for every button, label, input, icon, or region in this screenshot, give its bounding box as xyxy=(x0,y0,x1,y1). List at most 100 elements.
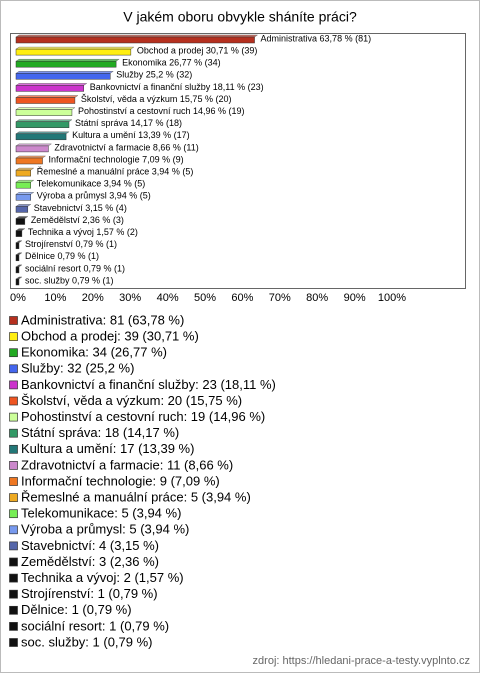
legend-swatch xyxy=(9,380,18,390)
legend-swatch xyxy=(9,525,18,535)
legend-swatch xyxy=(9,428,18,438)
bar-label: Informační technologie 7,09 % (9) xyxy=(49,154,184,164)
bar-label: soc. služby 0,79 % (1) xyxy=(25,275,114,285)
bar-label: sociální resort 0,79 % (1) xyxy=(25,263,125,273)
source: zdroj: https://hledani-prace-a-testy.vyp… xyxy=(253,655,470,667)
bar xyxy=(15,169,31,177)
legend-swatch xyxy=(9,622,18,631)
legend-label: sociální resort: 1 (0,79 %) xyxy=(21,618,169,633)
bar xyxy=(15,242,20,249)
legend-label: Kultura a umění: 17 (13,39 %) xyxy=(21,441,194,456)
legend-label: Stavebnictví: 4 (3,15 %) xyxy=(21,538,159,553)
bar xyxy=(15,145,49,153)
bar-label: Ekonomika 26,77 % (34) xyxy=(122,58,221,68)
bar-label: Bankovnictví a finanční služby 18,11 % (… xyxy=(90,82,264,92)
legend-label: Zdravotnictví a farmacie: 11 (8,66 %) xyxy=(21,457,233,472)
legend-swatch xyxy=(9,557,18,567)
bar-top xyxy=(15,204,32,207)
bar-top xyxy=(15,192,35,195)
legend-swatch xyxy=(9,461,18,470)
legend-swatch xyxy=(9,541,18,551)
bar-top xyxy=(15,107,76,110)
x-tick-label: 50% xyxy=(194,292,216,304)
bar xyxy=(15,133,67,141)
legend-label: Strojírenství: 1 (0,79 %) xyxy=(21,586,158,601)
bar-top xyxy=(15,95,79,98)
x-tick-label: 80% xyxy=(306,292,328,304)
legend-swatch xyxy=(9,332,18,341)
bar xyxy=(15,48,132,56)
bar xyxy=(15,36,255,44)
bar xyxy=(15,97,76,104)
legend-label: Zemědělství: 3 (2,36 %) xyxy=(21,554,159,569)
legend-label: Informační technologie: 9 (7,09 %) xyxy=(21,473,220,488)
legend-swatch xyxy=(9,573,18,583)
legend-label: Bankovnictví a finanční služby: 23 (18,1… xyxy=(21,377,276,392)
bar-label: Strojírenství 0,79 % (1) xyxy=(25,239,117,249)
legend-label: Dělnice: 1 (0,79 %) xyxy=(21,602,132,617)
bar-top xyxy=(15,34,259,38)
bar-top xyxy=(15,71,115,74)
legend-swatch xyxy=(9,396,18,406)
bar-label: Stavebnictví 3,15 % (4) xyxy=(34,203,127,213)
x-tick-label: 20% xyxy=(82,292,104,304)
legend-label: Administrativa: 81 (63,78 %) xyxy=(21,312,184,327)
x-tick-label: 0% xyxy=(10,292,26,304)
bar xyxy=(15,278,20,286)
legend-label: Školství, věda a výzkum: 20 (15,75 %) xyxy=(21,393,242,408)
legend-swatch xyxy=(9,589,18,599)
bar-top xyxy=(15,119,73,122)
legend-label: Výroba a průmysl: 5 (3,94 %) xyxy=(21,522,189,537)
x-tick-label: 100% xyxy=(378,292,406,304)
x-tick-label: 90% xyxy=(344,292,366,304)
bar-top xyxy=(15,131,70,135)
bar xyxy=(15,194,31,201)
legend-swatch xyxy=(9,638,18,647)
bar-label: Státní správa 14,17 % (18) xyxy=(75,118,182,128)
legend-label: Řemeslné a manuální práce: 5 (3,94 %) xyxy=(21,490,251,505)
bar xyxy=(15,218,26,225)
bar xyxy=(15,266,20,274)
bar-label: Služby 25,2 % (32) xyxy=(116,70,192,80)
legend-swatch xyxy=(9,316,18,325)
bar-label: Kultura a umění 13,39 % (17) xyxy=(72,130,190,140)
bar xyxy=(15,121,70,128)
bar-top xyxy=(15,58,120,62)
bar xyxy=(15,230,23,237)
bar-top xyxy=(15,46,135,50)
legend-label: soc. služby: 1 (0,79 %) xyxy=(21,634,153,649)
bar xyxy=(15,181,31,189)
legend-label: Pohostinství a cestovní ruch: 19 (14,96 … xyxy=(21,409,265,424)
legend-swatch xyxy=(9,364,18,374)
bar-top xyxy=(15,83,88,86)
x-tick-label: 60% xyxy=(231,292,253,304)
bar xyxy=(15,254,20,262)
legend-swatch xyxy=(9,477,18,486)
bar xyxy=(15,73,111,80)
bar-label: Školství, věda a výzkum 15,75 % (20) xyxy=(81,94,232,104)
legend-label: Služby: 32 (25,2 %) xyxy=(21,361,134,376)
legend-swatch xyxy=(9,509,18,519)
legend-swatch xyxy=(9,412,18,422)
bar-label: Řemeslné a manuální práce 3,94 % (5) xyxy=(37,166,194,176)
legend-swatch xyxy=(9,444,18,454)
bar-label: Administrativa 63,78 % (81) xyxy=(261,33,372,43)
x-tick-label: 70% xyxy=(269,292,291,304)
chart-title: V jakém oboru obvykle sháníte práci? xyxy=(123,9,357,25)
bar-top xyxy=(15,167,35,171)
legend-label: Obchod a prodej: 39 (30,71 %) xyxy=(21,329,199,344)
bar-label: Dělnice 0,79 % (1) xyxy=(25,251,99,261)
bar-label: Výroba a průmysl 3,94 % (5) xyxy=(37,191,151,201)
bar xyxy=(15,206,29,213)
bar-top xyxy=(15,155,47,159)
x-tick-label: 40% xyxy=(157,292,179,304)
legend-label: Ekonomika: 34 (26,77 %) xyxy=(21,345,167,360)
bar-label: Obchod a prodej 30,71 % (39) xyxy=(137,45,258,55)
bar xyxy=(15,157,43,165)
legend-label: Technika a vývoj: 2 (1,57 %) xyxy=(21,570,184,585)
bar-label: Pohostinství a cestovní ruch 14,96 % (19… xyxy=(78,106,245,116)
bar-label: Telekomunikace 3,94 % (5) xyxy=(37,179,146,189)
x-tick-label: 30% xyxy=(119,292,141,304)
